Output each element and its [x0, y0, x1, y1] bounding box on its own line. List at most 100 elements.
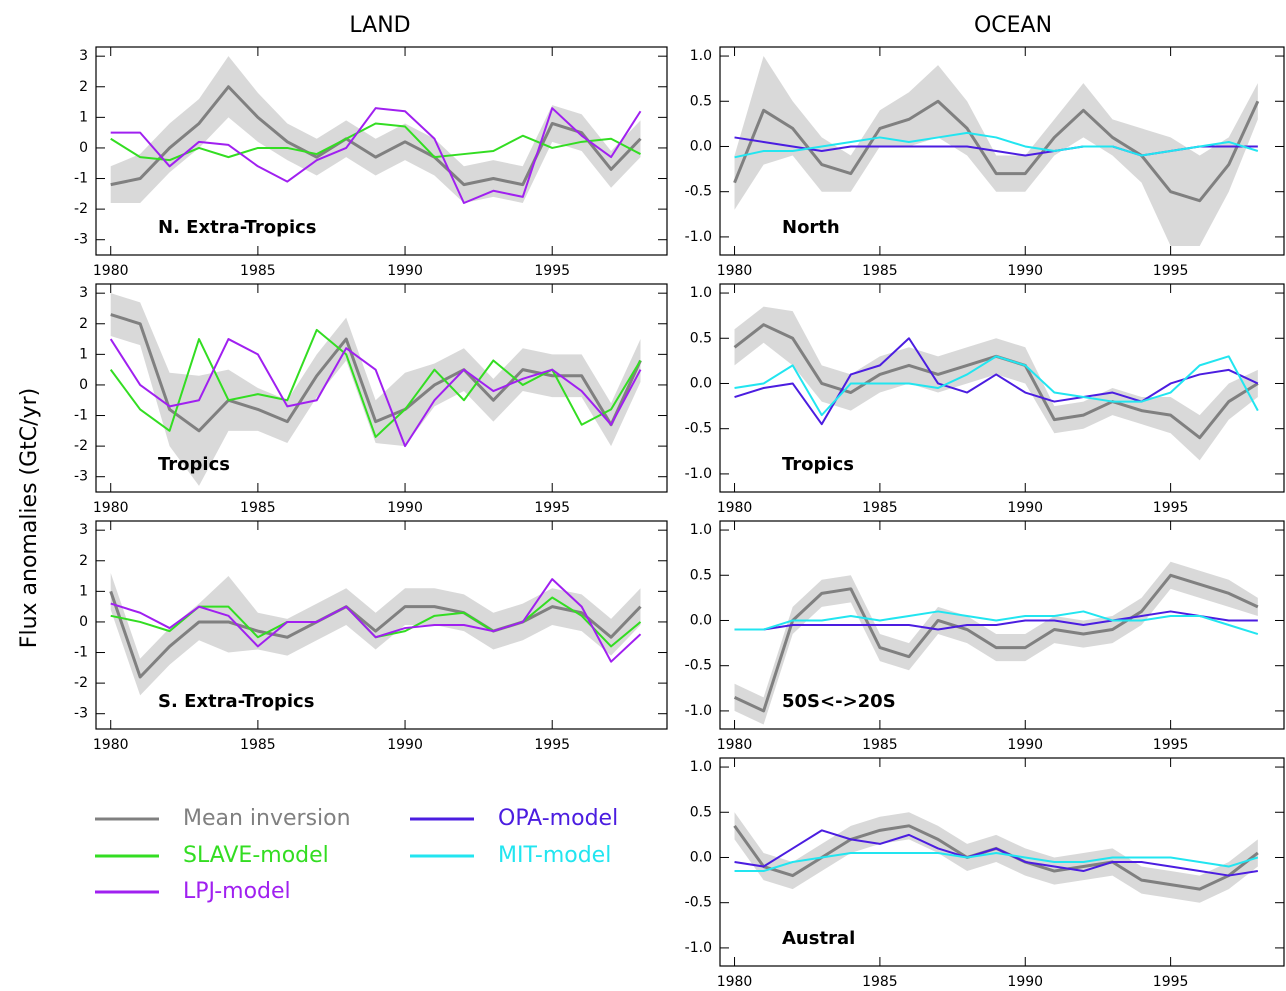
y-tick-label: 3	[79, 285, 88, 301]
y-tick-label: 2	[79, 553, 88, 569]
series-line	[109, 338, 642, 448]
y-tick-label: 3	[79, 522, 88, 538]
x-tick-label: 1990	[1007, 263, 1043, 279]
uncertainty-band	[110, 573, 641, 696]
x-tick-label: 1995	[1153, 737, 1189, 753]
y-tick-label: 2	[79, 316, 88, 332]
y-tick-label: -1.0	[685, 703, 712, 719]
axes-frame	[95, 283, 668, 493]
y-tick-label: 1.0	[690, 48, 712, 64]
plot-area	[733, 812, 1259, 903]
series-line	[733, 99, 1260, 203]
axes-frame	[719, 520, 1285, 730]
plot-area	[110, 56, 642, 204]
x-tick-label: 1985	[862, 974, 898, 990]
series-line	[734, 355, 1259, 417]
plot-area	[733, 561, 1259, 725]
y-tick-label: 0.0	[690, 849, 712, 865]
column-title: OCEAN	[974, 13, 1052, 38]
x-tick-label: 1985	[240, 263, 276, 279]
uncertainty-band	[734, 306, 1258, 461]
uncertainty-band	[110, 293, 641, 486]
series-line	[110, 122, 641, 162]
x-tick-label: 1995	[1153, 974, 1189, 990]
x-tick-label: 1990	[1007, 500, 1043, 516]
y-tick-label: -1.0	[685, 940, 712, 956]
series-line	[110, 107, 642, 204]
x-tick-label: 1995	[534, 737, 570, 753]
x-tick-label: 1980	[717, 263, 753, 279]
y-tick-label: 0	[79, 614, 88, 630]
y-tick-label: 1	[79, 109, 88, 125]
series-line	[733, 573, 1259, 713]
axes-frame	[719, 46, 1285, 256]
series-line	[734, 131, 1259, 159]
panel-title: Tropics	[158, 454, 230, 475]
y-tick-label: 0	[79, 140, 88, 156]
axes-frame	[95, 520, 668, 730]
panel-title: 50S<->20S	[782, 691, 896, 712]
series-line	[734, 851, 1259, 873]
y-tick-label: -2	[74, 675, 88, 691]
y-tick-label: -0.5	[685, 658, 712, 674]
legend-label: SLAVE-model	[183, 843, 329, 868]
x-tick-label: 1985	[862, 500, 898, 516]
y-axis-label: Flux anomalies (GtC/yr)	[17, 388, 42, 648]
panel-title: North	[782, 217, 840, 238]
y-tick-label: -0.5	[685, 895, 712, 911]
legend-label: LPJ-model	[183, 879, 291, 904]
series-line	[734, 610, 1258, 631]
x-tick-label: 1995	[534, 500, 570, 516]
y-tick-label: 1	[79, 583, 88, 599]
y-tick-label: -3	[74, 469, 88, 485]
series-line	[110, 85, 642, 187]
x-tick-label: 1985	[862, 263, 898, 279]
y-tick-label: 0.5	[690, 567, 712, 583]
x-tick-label: 1980	[717, 737, 753, 753]
y-tick-label: 0.5	[690, 93, 712, 109]
x-tick-label: 1990	[387, 263, 423, 279]
y-tick-label: 1	[79, 346, 88, 362]
series-line	[734, 610, 1259, 635]
y-tick-label: 0.0	[690, 612, 712, 628]
series-line	[734, 337, 1259, 426]
column-title: LAND	[349, 13, 410, 38]
y-tick-label: 0.0	[690, 138, 712, 154]
y-tick-label: -3	[74, 232, 88, 248]
y-tick-label: -1	[74, 645, 88, 661]
panel-title: S. Extra-Tropics	[158, 691, 314, 712]
y-tick-label: -0.5	[685, 184, 712, 200]
series-line	[110, 578, 642, 663]
y-tick-label: 2	[79, 79, 88, 95]
y-tick-label: 1.0	[690, 522, 712, 538]
plot-area	[109, 573, 642, 696]
y-tick-label: 1.0	[690, 285, 712, 301]
y-tick-label: -1	[74, 171, 88, 187]
series-line	[109, 590, 642, 679]
y-tick-label: 0.0	[690, 375, 712, 391]
x-tick-label: 1995	[534, 263, 570, 279]
y-tick-label: 0.5	[690, 330, 712, 346]
series-line	[110, 313, 642, 433]
legend-label: Mean inversion	[183, 806, 351, 831]
y-tick-label: 1.0	[690, 759, 712, 775]
x-tick-label: 1990	[1007, 974, 1043, 990]
uncertainty-band	[734, 561, 1258, 725]
x-tick-label: 1990	[387, 500, 423, 516]
legend-label: MIT-model	[498, 843, 611, 868]
y-tick-label: -0.5	[685, 421, 712, 437]
legend-label: OPA-model	[498, 806, 618, 831]
y-tick-label: 0.5	[690, 804, 712, 820]
x-tick-label: 1980	[93, 263, 129, 279]
plot-area	[109, 293, 642, 486]
y-tick-label: -1	[74, 408, 88, 424]
plot-area	[733, 306, 1259, 461]
axes-frame	[719, 283, 1285, 493]
axes-frame	[95, 46, 668, 256]
x-tick-label: 1980	[717, 974, 753, 990]
axes-frame	[719, 757, 1285, 967]
x-tick-label: 1995	[1153, 263, 1189, 279]
panel-title: N. Extra-Tropics	[158, 217, 317, 238]
x-tick-label: 1985	[862, 737, 898, 753]
